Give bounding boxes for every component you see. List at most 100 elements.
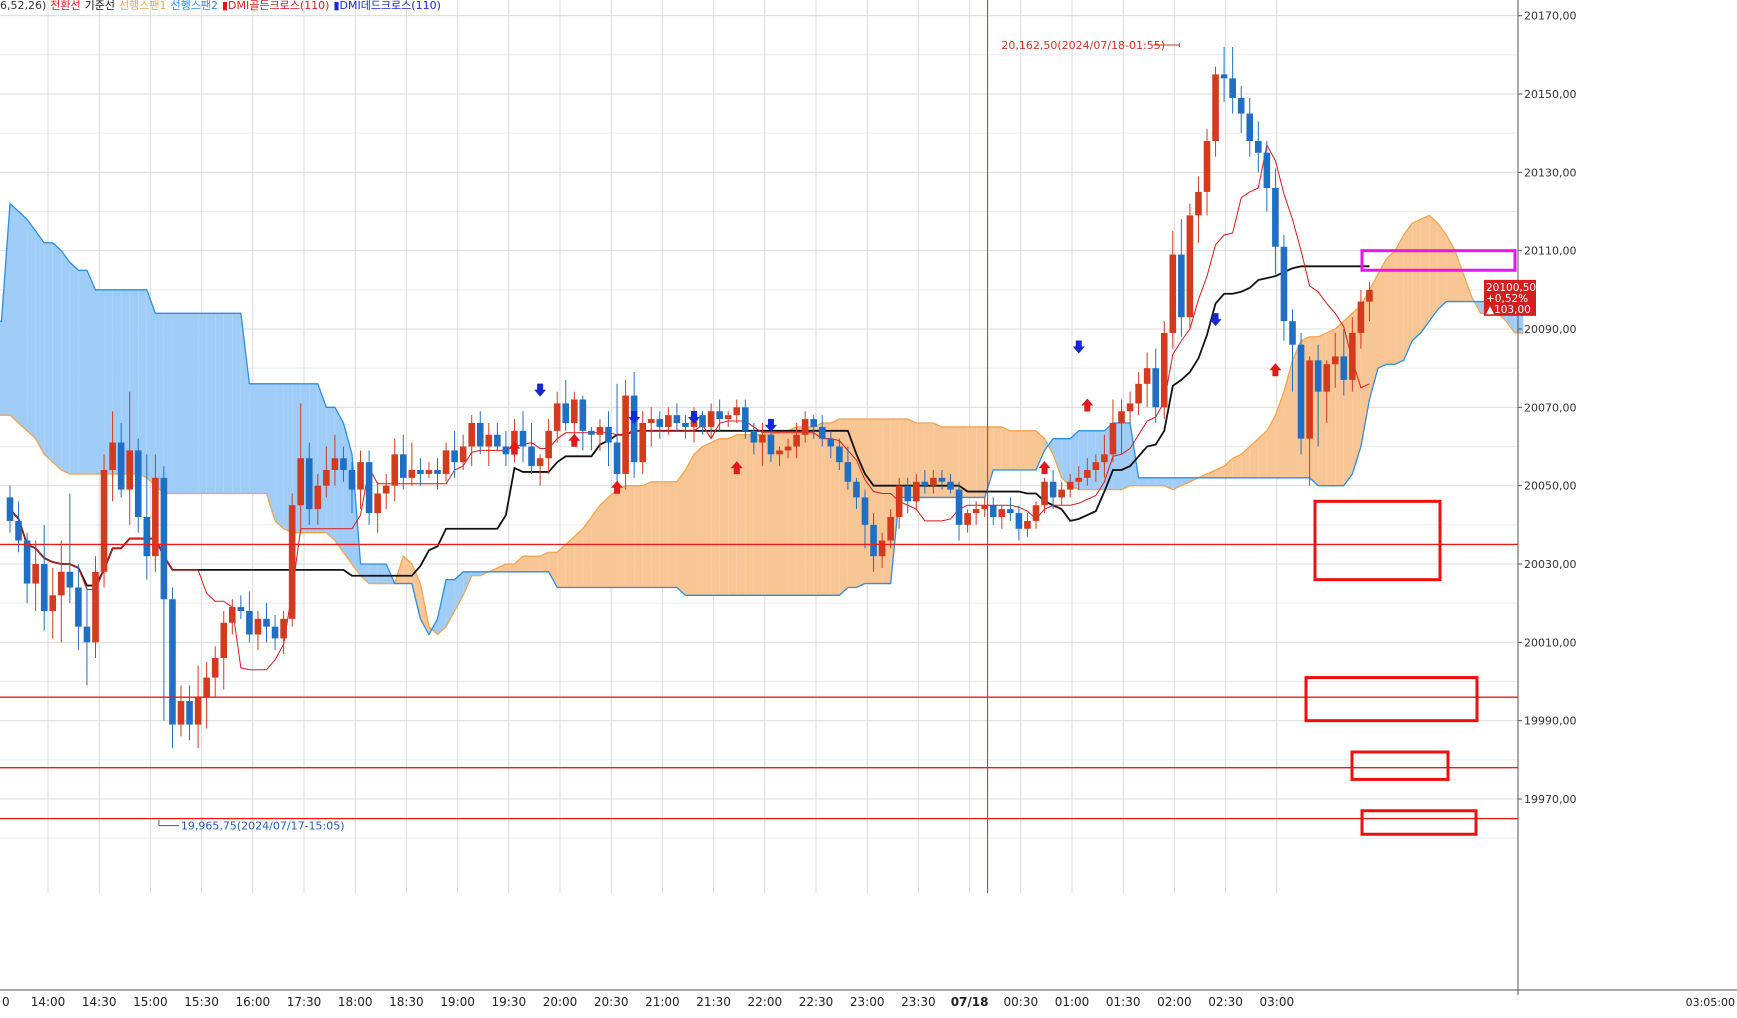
low-price-annotation: 19,965,75(2024/07/17-15:05) xyxy=(181,820,345,833)
x-tick-label: 23:00 xyxy=(850,995,885,1009)
dmi-dead-cross-arrow xyxy=(1209,313,1222,327)
high-price-annotation: 20,162,50(2024/07/18-01:55) xyxy=(1001,39,1165,52)
candle-body xyxy=(254,618,262,635)
candle-body xyxy=(348,470,356,490)
cloud-segment xyxy=(78,270,87,474)
cloud-segment xyxy=(1369,274,1378,400)
candle-body xyxy=(502,446,510,455)
candle-body xyxy=(331,458,339,470)
candle-body xyxy=(1366,289,1373,302)
cloud-segment xyxy=(454,571,464,611)
cloud-segment xyxy=(591,505,600,588)
cloud-segment xyxy=(659,481,669,588)
cloud-segment xyxy=(625,485,635,588)
candle-body xyxy=(1152,368,1159,408)
x-tick-label: 15:00 xyxy=(133,995,168,1009)
cloud-segment xyxy=(129,289,139,474)
candle-body xyxy=(1229,78,1236,98)
cloud-segment xyxy=(198,313,207,494)
cloud-segment xyxy=(540,552,549,572)
cloud-segment xyxy=(984,426,994,498)
cloud-segment xyxy=(1326,329,1336,486)
cloud-segment xyxy=(172,313,181,494)
candle-body xyxy=(887,517,894,541)
cloud-segment xyxy=(694,446,703,596)
cloud-segment xyxy=(1266,415,1276,478)
candle-body xyxy=(374,493,381,514)
candle-body xyxy=(665,415,672,427)
y-tick-label: 20150,00 xyxy=(1524,88,1577,101)
cloud-segment xyxy=(1155,477,1165,486)
candle-body xyxy=(716,411,723,420)
cloud-segment xyxy=(762,434,771,596)
candle-body xyxy=(442,450,450,474)
candle-body xyxy=(707,411,715,427)
cloud-segment xyxy=(1437,223,1447,310)
candle-body xyxy=(921,481,929,486)
cloud-segment xyxy=(369,564,378,584)
candle-body xyxy=(1084,470,1091,478)
candle-body xyxy=(451,450,458,463)
candle-body xyxy=(40,564,48,611)
leading-span-2-line xyxy=(0,202,1524,636)
candle-body xyxy=(143,517,151,557)
candle-body xyxy=(1058,489,1065,498)
candle-body xyxy=(1007,509,1014,514)
candle-body xyxy=(528,446,535,467)
candle-body xyxy=(288,505,296,619)
candle-body xyxy=(836,446,843,463)
cloud-segment xyxy=(899,419,908,498)
x-right-label: 03:05:00 xyxy=(1686,996,1735,1009)
candle-body xyxy=(83,626,91,643)
dmi-golden-cross-arrow xyxy=(508,441,521,455)
cloud-segment xyxy=(548,552,558,588)
cloud-segment xyxy=(582,517,592,588)
candle-body xyxy=(742,407,749,431)
cloud-segment xyxy=(138,289,147,478)
cloud-segment xyxy=(232,313,241,494)
candle-body xyxy=(579,399,587,431)
candle-body xyxy=(1032,505,1040,521)
dmi-golden-cross-arrow xyxy=(611,480,624,494)
cloud-segment xyxy=(1454,250,1464,302)
x-tick-label: 02:00 xyxy=(1157,995,1192,1009)
cloud-segment xyxy=(18,211,28,431)
cloud-segment xyxy=(565,536,575,588)
cloud-segment xyxy=(155,313,164,494)
cloud-segment xyxy=(1429,215,1438,322)
cloud-segment xyxy=(1010,430,1019,470)
candle-body xyxy=(930,477,937,486)
cloud-segment xyxy=(377,564,387,584)
cloud-segment xyxy=(950,426,960,498)
cloud-segment xyxy=(446,579,455,627)
cloud-segment xyxy=(976,426,985,498)
annotations: 20,162,50(2024/07/18-01:55) 19,965,75(202… xyxy=(158,39,1536,833)
candle-body xyxy=(92,571,99,643)
candle-body xyxy=(750,430,758,443)
cloud-segment xyxy=(86,270,96,474)
candle-body xyxy=(630,395,638,463)
candle-body xyxy=(246,611,253,635)
candle-body xyxy=(280,618,287,639)
x-tick-label: 01:00 xyxy=(1055,995,1090,1009)
cloud-segment xyxy=(1275,391,1284,478)
candle-body xyxy=(15,520,22,541)
candle-body xyxy=(459,446,467,463)
cloud-segment xyxy=(1001,426,1011,470)
x-tick-label: 19:00 xyxy=(440,995,475,1009)
candle-body xyxy=(494,434,501,447)
legend-item: 전환선 xyxy=(50,0,81,12)
cloud-segment xyxy=(847,419,857,588)
cloud-segment xyxy=(676,470,686,596)
candle-body xyxy=(229,607,236,623)
cloud-segment xyxy=(1087,430,1096,490)
x-tick-label: 21:30 xyxy=(696,995,731,1009)
cloud-segment xyxy=(1027,430,1036,470)
candle-body xyxy=(1237,97,1245,114)
x-tick-label: 20:00 xyxy=(543,995,578,1009)
candle-body xyxy=(613,442,621,474)
candle-body xyxy=(1357,301,1365,333)
dmi-golden-cross-arrow xyxy=(1038,461,1051,475)
x-tick-label: 00:30 xyxy=(1004,995,1039,1009)
cloud-segment xyxy=(1232,454,1242,478)
